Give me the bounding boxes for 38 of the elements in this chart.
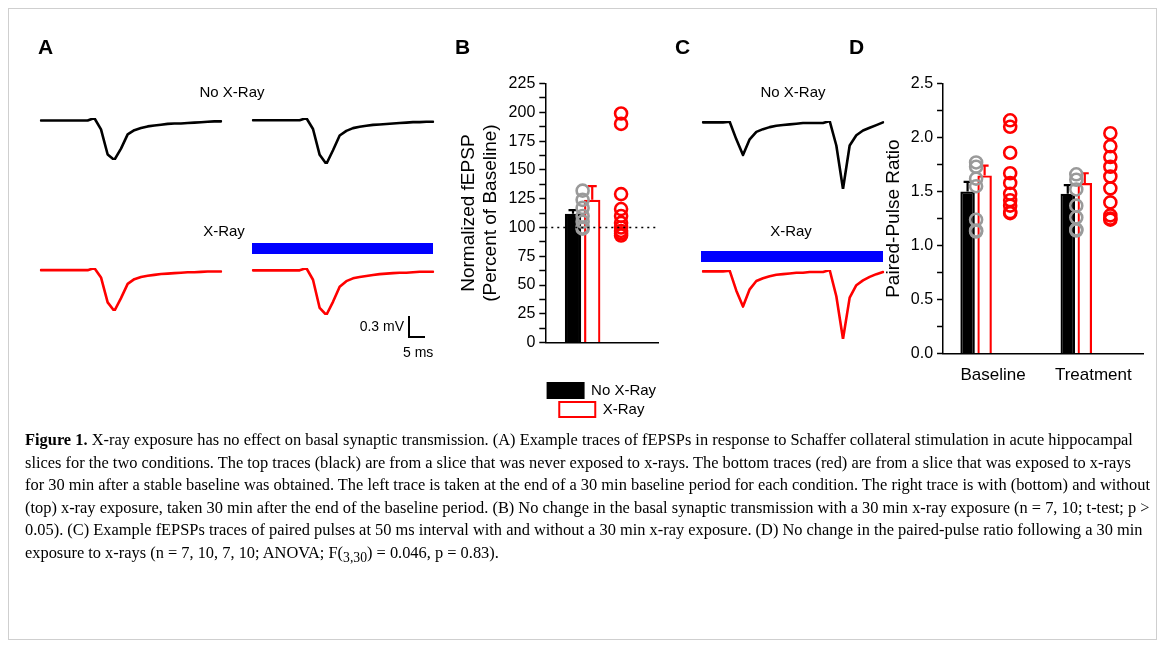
y-tick-label: 150 bbox=[508, 160, 536, 178]
point bbox=[613, 201, 629, 217]
y-tick-label: 2.5 bbox=[910, 74, 934, 92]
chart-title: B bbox=[455, 35, 471, 59]
y-tick-label: 1.0 bbox=[910, 236, 934, 254]
text: 0.3 mV bbox=[359, 318, 404, 334]
y-tick-label: 0.0 bbox=[910, 344, 934, 362]
legend-label: X-Ray bbox=[602, 399, 645, 417]
y-tick-label: 75 bbox=[517, 246, 536, 264]
point bbox=[613, 208, 629, 224]
chart-title: D bbox=[849, 35, 865, 59]
y-tick-label: 25 bbox=[517, 304, 536, 322]
y-tick-label: 125 bbox=[508, 189, 536, 207]
caption: Figure 1. bbox=[25, 430, 88, 449]
y-tick-label: 0.5 bbox=[910, 290, 934, 308]
legend-label: No X-Ray bbox=[591, 380, 657, 398]
chart-subtitle: X-Ray bbox=[770, 222, 812, 240]
text: 5 ms bbox=[403, 344, 434, 360]
chart-title: A bbox=[38, 35, 54, 59]
y-tick-label: 200 bbox=[508, 102, 536, 120]
chart-title: C bbox=[675, 35, 691, 59]
y-tick-label: 225 bbox=[508, 74, 536, 92]
chart-subtitle: No X-Ray bbox=[760, 83, 826, 101]
point bbox=[613, 186, 629, 202]
y-tick-label: 1.5 bbox=[910, 182, 934, 200]
y-axis-title: Normalized fEPSP (Percent of Baseline) bbox=[456, 124, 501, 302]
y-tick-label: 100 bbox=[508, 217, 536, 235]
y-axis-title: Paired-Pulse Ratio bbox=[881, 139, 903, 298]
point bbox=[613, 106, 629, 121]
x-tick-label: Treatment bbox=[1054, 365, 1133, 385]
point bbox=[613, 116, 629, 132]
y-tick-label: 0 bbox=[526, 333, 536, 351]
y-tick-label: 175 bbox=[508, 131, 536, 149]
x-tick-label: Baseline bbox=[960, 365, 1026, 385]
chart-subtitle: X-Ray bbox=[203, 222, 245, 240]
y-tick-label: 50 bbox=[517, 275, 536, 293]
y-tick-label: 2.0 bbox=[910, 128, 934, 146]
chart-subtitle: No X-Ray bbox=[199, 83, 265, 101]
